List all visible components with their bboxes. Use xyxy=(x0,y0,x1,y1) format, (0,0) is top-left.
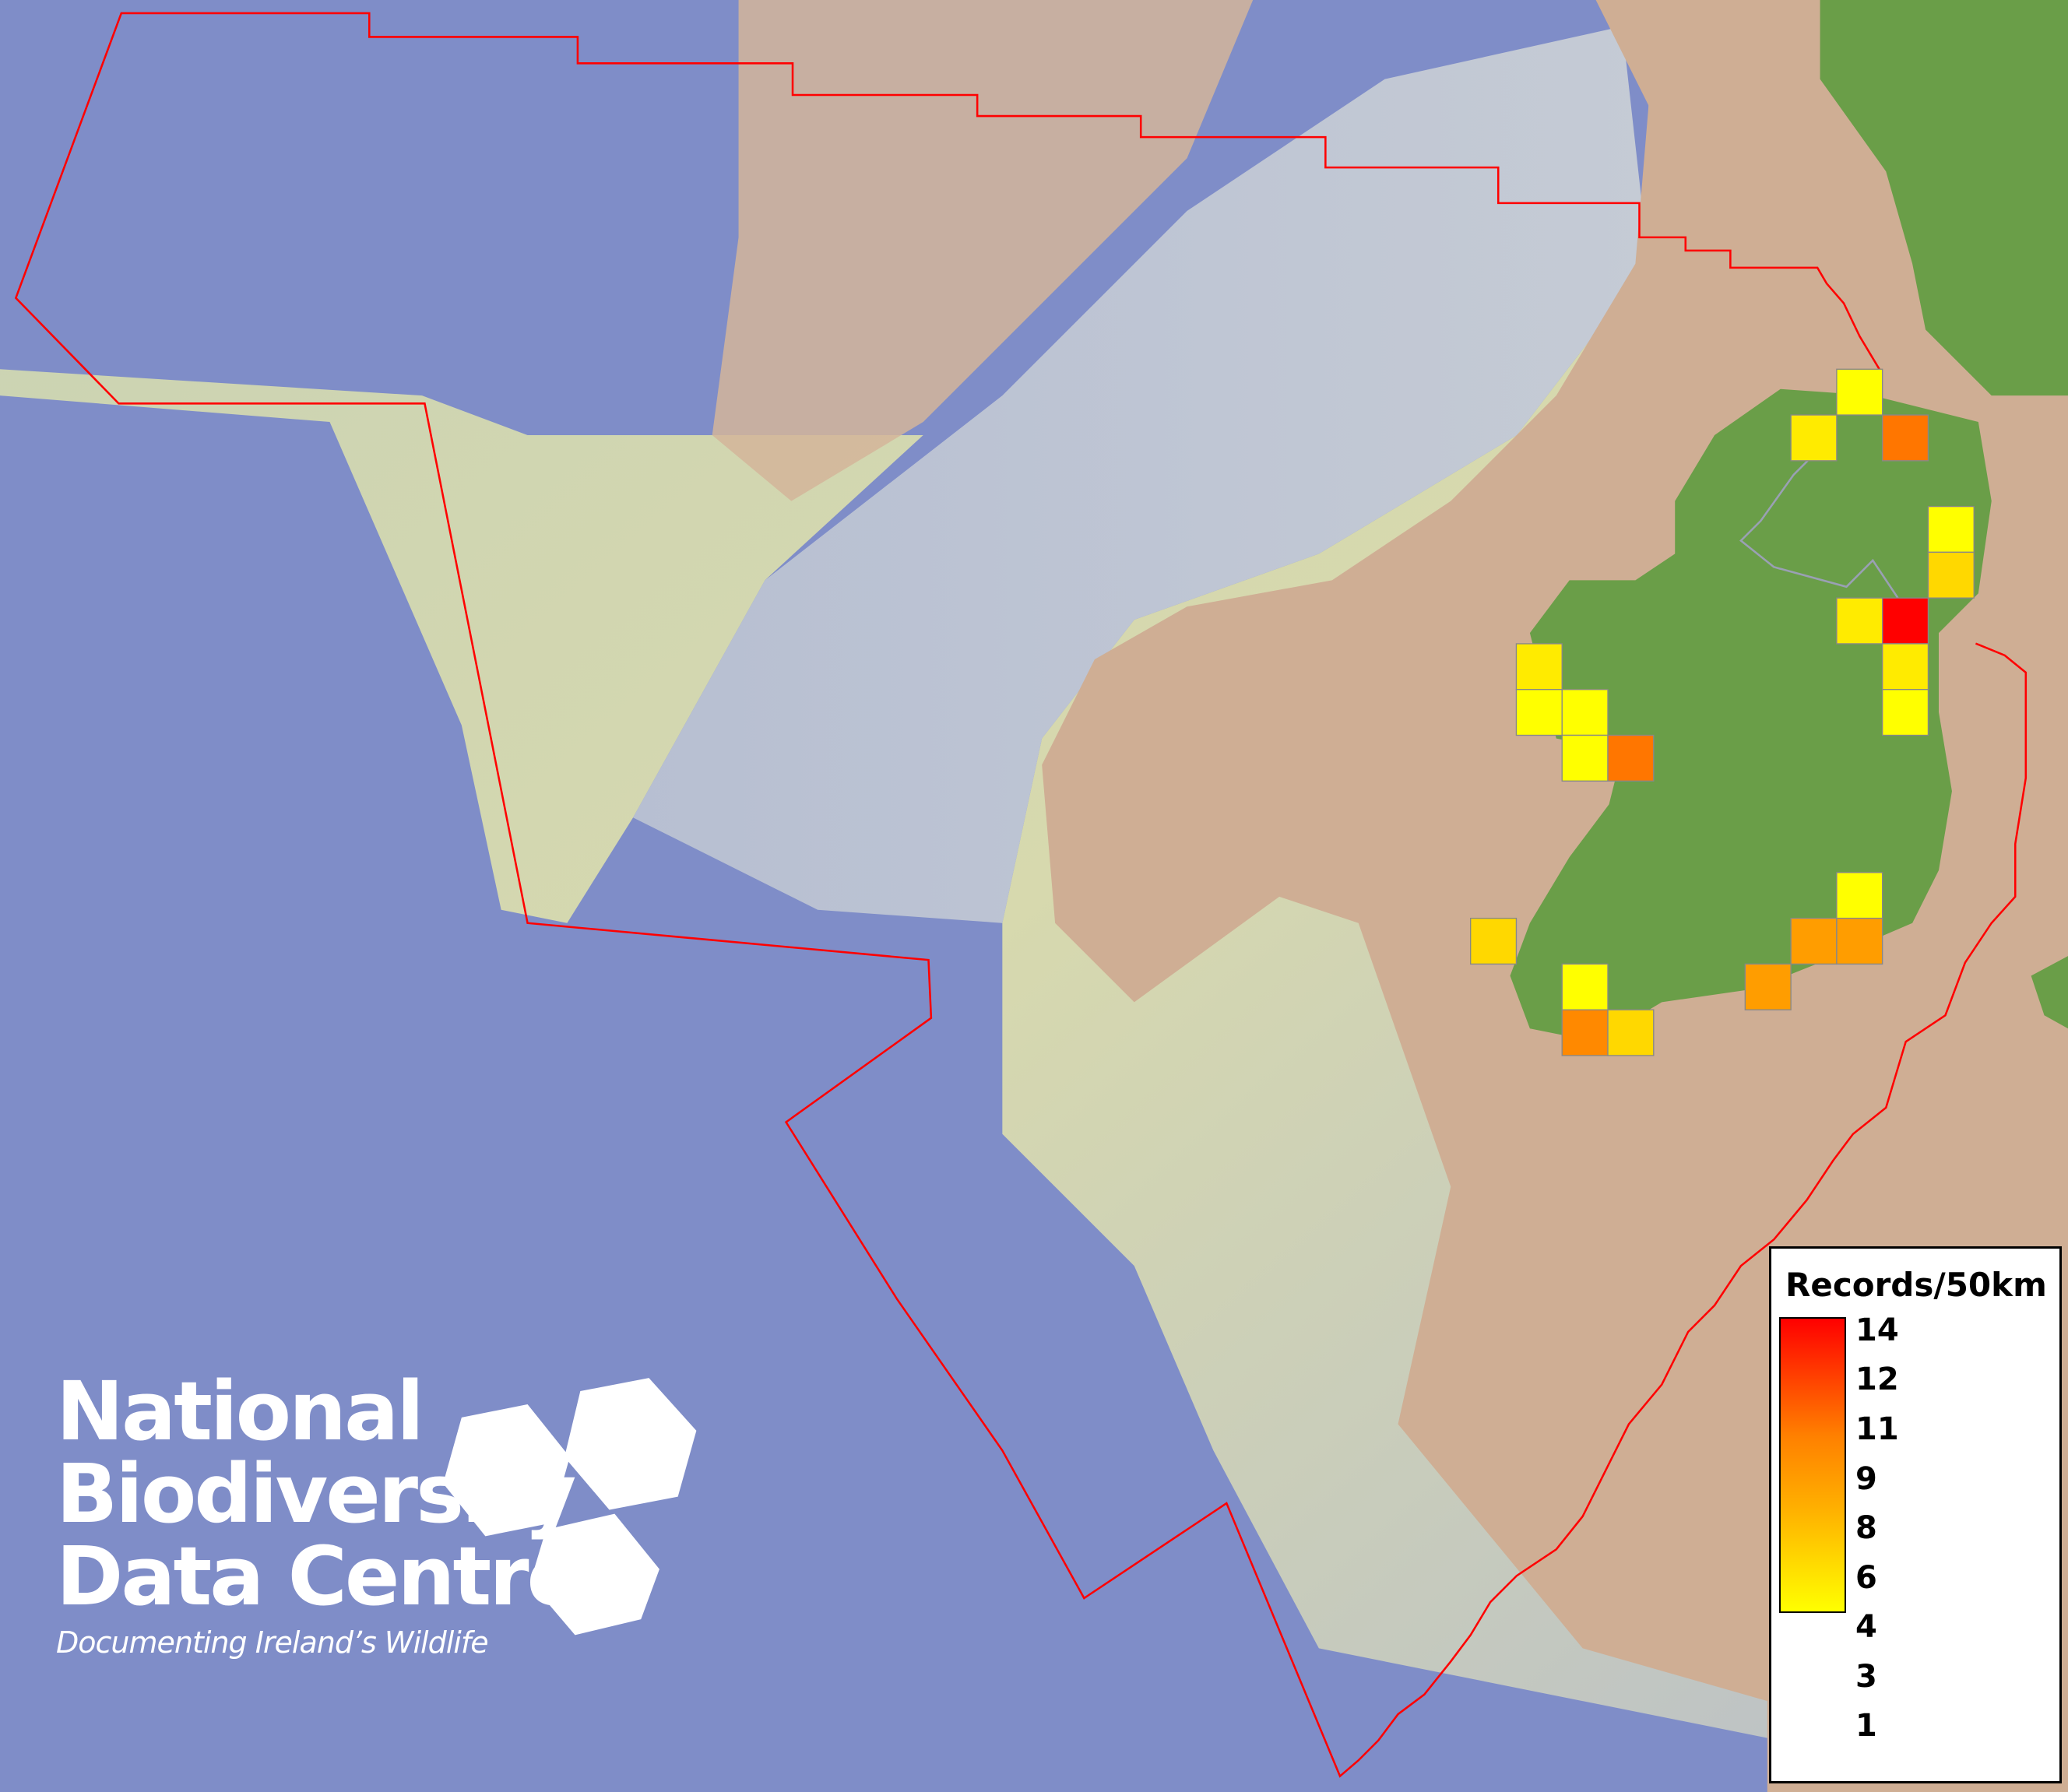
grid-cell xyxy=(1881,414,1929,462)
seahorse-hexagon-icon xyxy=(529,1513,659,1636)
rockall-trough xyxy=(633,26,1649,923)
border-line xyxy=(1739,441,1901,601)
grid-cell xyxy=(1561,689,1609,736)
grid-cell xyxy=(1927,551,1975,599)
grid-cell xyxy=(1607,1009,1655,1056)
grid-cell xyxy=(1881,597,1929,645)
grid-cells xyxy=(1469,368,1975,1056)
scotland-landmass xyxy=(1820,0,2068,396)
grid-cell xyxy=(1790,917,1838,965)
logo-tagline: Documenting Ireland’s Wildlife xyxy=(56,1625,489,1660)
grid-cell xyxy=(1881,689,1929,736)
grid-cell xyxy=(1607,734,1655,782)
legend-color-ramp xyxy=(1779,1317,1846,1613)
grid-cell xyxy=(1790,414,1838,462)
tan-plateau-north xyxy=(712,0,1254,501)
grid-cell xyxy=(1515,643,1563,690)
legend-label: 9 xyxy=(1855,1461,1877,1497)
legend-label: 1 xyxy=(1855,1708,1877,1744)
nbdc-logo-hexagons xyxy=(443,1378,697,1636)
butterfly-hexagon-icon xyxy=(564,1378,697,1510)
grid-cell xyxy=(1561,963,1609,1010)
legend-label: 11 xyxy=(1855,1411,1899,1447)
legend-label: 12 xyxy=(1855,1362,1899,1397)
legend-title: Records/50km xyxy=(1785,1266,2047,1304)
legend: Records/50km 14 12 11 9 8 6 4 3 1 xyxy=(1769,1246,2062,1783)
grid-cell xyxy=(1881,643,1929,690)
grid-cell xyxy=(1515,689,1563,736)
logo-line-data-centre: Data Centre xyxy=(56,1529,582,1624)
boundary-line xyxy=(14,12,2028,1778)
grid-cell xyxy=(1561,1009,1609,1056)
grid-cell xyxy=(1836,872,1883,919)
grid-cell xyxy=(1561,734,1609,782)
grid-cell xyxy=(1836,917,1883,965)
nbdc-logo: National Biodiversity Data Centre Docume… xyxy=(56,1364,582,1660)
legend-label: 8 xyxy=(1855,1510,1877,1546)
grid-cell xyxy=(1744,963,1792,1010)
logo-line-national: National xyxy=(56,1364,424,1459)
legend-label: 4 xyxy=(1855,1609,1877,1645)
grid-cell xyxy=(1927,505,1975,553)
legend-label: 6 xyxy=(1855,1560,1877,1596)
grid-cell xyxy=(1836,597,1883,645)
wales-landmass xyxy=(2031,956,2068,1029)
logo-line-biodiversity: Biodiversity xyxy=(56,1446,576,1541)
grid-cell xyxy=(1836,368,1883,416)
legend-label: 3 xyxy=(1855,1659,1877,1695)
legend-label: 14 xyxy=(1855,1312,1899,1348)
grid-cell xyxy=(1469,917,1518,965)
tree-hexagon-icon xyxy=(443,1404,570,1537)
